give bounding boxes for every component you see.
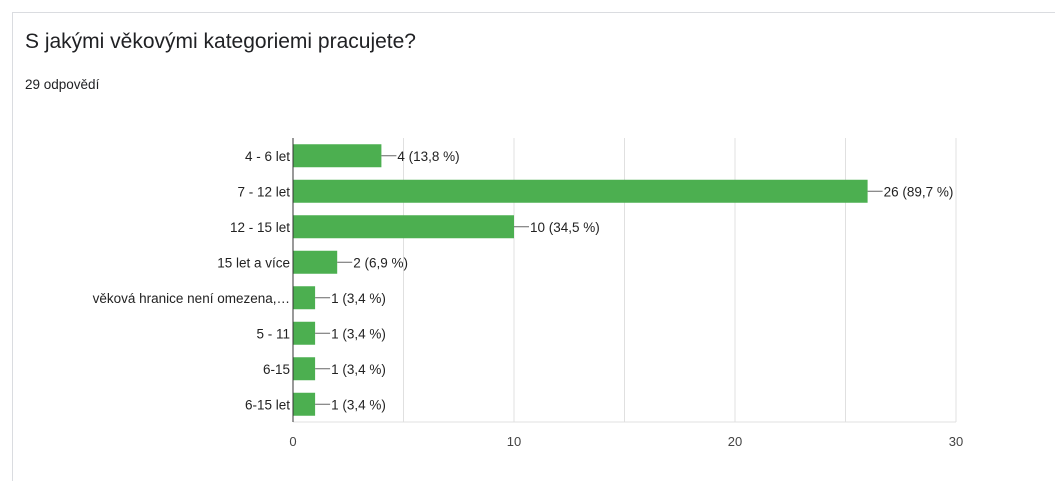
category-label: 5 - 11 xyxy=(256,326,290,341)
bar xyxy=(293,357,316,381)
x-tick-label: 0 xyxy=(289,434,296,449)
category-label: 6-15 let xyxy=(245,397,290,412)
chart-card xyxy=(12,12,1055,481)
data-label: 1 (3,4 %) xyxy=(331,397,386,412)
data-label: 2 (6,9 %) xyxy=(353,255,408,270)
chart-title: S jakými věkovými kategoriemi pracujete? xyxy=(25,30,416,53)
data-label: 10 (34,5 %) xyxy=(530,220,600,235)
category-label: 12 - 15 let xyxy=(230,220,290,235)
bar xyxy=(293,250,338,274)
category-label: 7 - 12 let xyxy=(237,184,290,199)
x-tick-label: 10 xyxy=(507,434,521,449)
response-count: 29 odpovědí xyxy=(25,77,100,92)
category-label: 15 let a více xyxy=(217,255,290,270)
data-label: 1 (3,4 %) xyxy=(331,326,386,341)
bar xyxy=(293,392,316,416)
labels: 0 10 20 30 4 - 6 let 4 (13,8 %) 7 - 12 let 26 (… xyxy=(93,149,964,449)
bar xyxy=(293,215,514,239)
x-tick-label: 20 xyxy=(728,434,742,449)
bar xyxy=(293,321,316,345)
x-tick-label: 30 xyxy=(949,434,963,449)
bars xyxy=(293,144,868,416)
category-label: 6-15 xyxy=(263,362,290,377)
data-label: 4 (13,8 %) xyxy=(397,149,459,164)
bar xyxy=(293,179,868,203)
data-label: 1 (3,4 %) xyxy=(331,291,386,306)
data-label: 26 (89,7 %) xyxy=(884,184,954,199)
bar xyxy=(293,144,382,168)
bar xyxy=(293,286,316,310)
data-label: 1 (3,4 %) xyxy=(331,362,386,377)
category-label: 4 - 6 let xyxy=(245,149,290,164)
category-label: věková hranice není omezena,… xyxy=(93,291,290,306)
